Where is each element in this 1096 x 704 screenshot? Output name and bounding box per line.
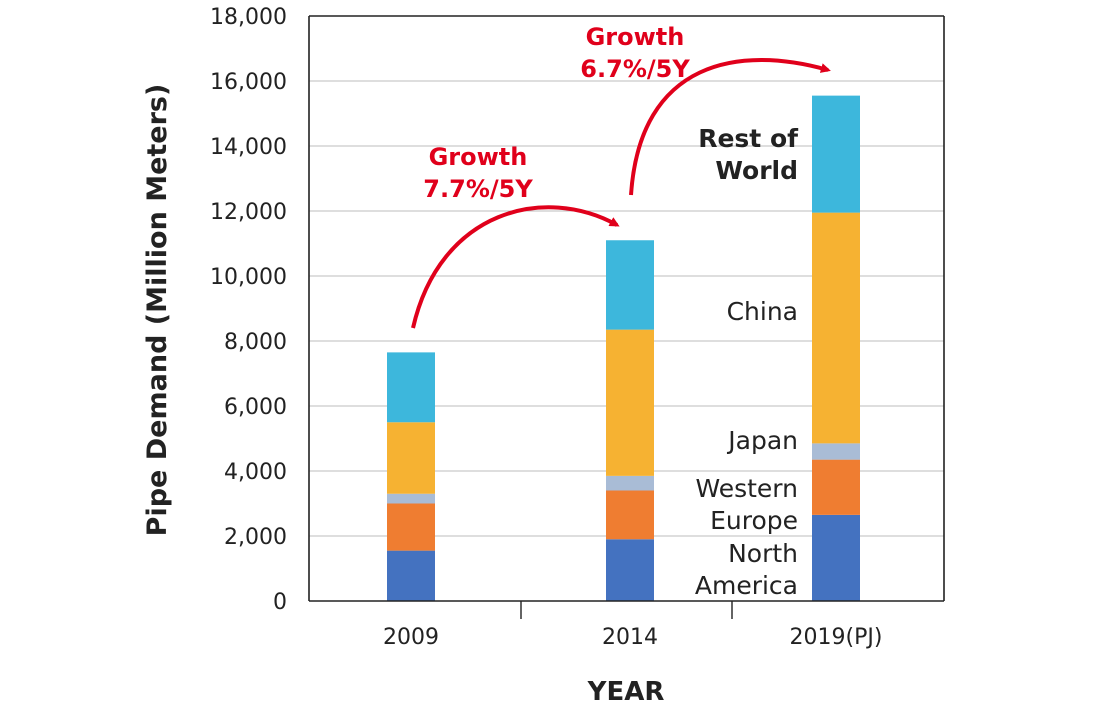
y-tick-label: 8,000 [224, 330, 287, 355]
bar-segment [606, 240, 654, 330]
growth-arrow [411, 205, 620, 329]
growth-annotations: Growth 7.7%/5Y Growth 6.7%/5Y [411, 23, 831, 329]
bar-segment [387, 352, 435, 423]
growth-label: Growth [429, 143, 528, 171]
series-label: China [727, 297, 798, 326]
axes: 0 2,000 4,000 6,000 8,000 10,000 12,000 14,000 1… [210, 5, 945, 650]
y-axis-title: Pipe Demand (Million Meters) [142, 84, 173, 537]
y-tick-label: 6,000 [224, 395, 287, 420]
x-axis-title: YEAR [587, 677, 665, 704]
bar-segment [812, 514, 860, 601]
y-tick-label: 18,000 [210, 5, 287, 30]
series-label: America [695, 571, 798, 600]
growth-arrow [629, 58, 831, 196]
series-label: Western [695, 474, 798, 503]
series-label: North [728, 539, 798, 568]
bars [387, 95, 860, 601]
growth-label: 7.7%/5Y [423, 175, 533, 203]
y-tick-label: 12,000 [210, 200, 287, 225]
labels: North America Western Europe Japan China Rest … [695, 124, 799, 600]
bar-segment [387, 422, 435, 494]
series-label: Japan [726, 426, 798, 455]
x-tick-label: 2014 [602, 625, 658, 650]
x-tick-label: 2009 [383, 625, 439, 650]
y-tick-label: 16,000 [210, 70, 287, 95]
growth-label: Growth [586, 23, 685, 51]
series-label: World [715, 156, 798, 185]
bar-segment [606, 475, 654, 491]
bar-segment [606, 490, 654, 540]
y-tick-label: 10,000 [210, 265, 287, 290]
y-tick-label: 0 [273, 590, 287, 615]
bar-segment [812, 443, 860, 460]
bar-segment [812, 459, 860, 515]
x-tick-label: 2019(PJ) [790, 625, 883, 650]
series-label: Rest of [698, 124, 799, 153]
bar-segment [387, 550, 435, 601]
bar-segment [812, 212, 860, 444]
series-label: Europe [710, 506, 798, 535]
bar-segment [387, 503, 435, 551]
bar-segment [606, 329, 654, 476]
y-tick-label: 14,000 [210, 135, 287, 160]
bar-segment [812, 95, 860, 213]
bar-segment [606, 539, 654, 601]
growth-label: 6.7%/5Y [580, 55, 690, 83]
bar-segment [387, 493, 435, 504]
y-tick-label: 4,000 [224, 460, 287, 485]
y-tick-label: 2,000 [224, 525, 287, 550]
